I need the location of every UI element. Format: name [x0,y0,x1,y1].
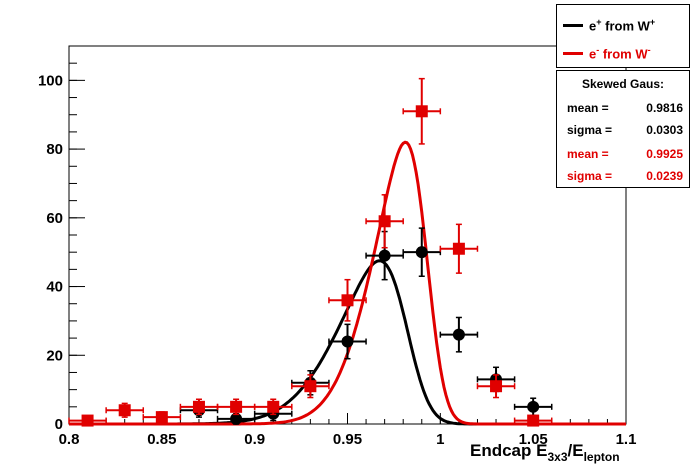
marker-circle [415,246,428,259]
data-point-positron [402,227,442,277]
x-axis-title: Endcap E3x3/Elepton [470,441,620,464]
x-tick-label: 0.85 [147,431,176,448]
y-tick-label: 0 [55,416,63,433]
data-point-positron [328,323,367,360]
legend: e+ from W+ e- from W- [556,4,690,68]
legend-label-electron: e- from W- [589,45,651,62]
data-points [68,77,553,427]
data-point-electron [142,411,182,424]
y-tick-label: 60 [46,210,63,227]
legend-label-positron: e+ from W+ [589,17,656,34]
data-point-electron [439,223,479,274]
data-point-electron [402,77,442,145]
y-tick-label: 40 [46,279,63,296]
x-tick-label: 0.9 [244,431,265,448]
marker-square [304,380,317,393]
marker-square [378,215,391,228]
data-point-electron [513,414,553,427]
marker-square [81,414,94,427]
stats-value: 0.0303 [646,123,683,137]
marker-square [490,380,503,393]
legend-entry-positron: e+ from W+ [557,15,691,35]
stats-row-mean-positron: mean = 0.9816 [557,101,689,117]
marker-square [527,414,540,427]
marker-circle [230,412,243,425]
data-point-electron [291,374,330,399]
marker-circle [378,249,391,262]
data-point-electron [476,374,516,399]
y-tick-label: 80 [46,141,63,158]
legend-entry-electron: e- from W- [557,43,691,63]
data-point-positron [439,316,479,353]
legend-line-red [563,52,583,55]
x-tick-label: 0.8 [59,431,80,448]
stats-label: mean = [567,147,609,161]
marker-square [452,242,465,255]
data-point-electron [105,402,145,418]
marker-square [415,105,428,118]
data-point-electron [216,398,256,416]
stats-label: sigma = [567,169,613,183]
marker-square [230,400,243,413]
data-point-electron [365,194,404,249]
data-point-electron [179,398,219,416]
stats-value: 0.0239 [646,169,683,183]
stats-label: sigma = [567,123,613,137]
stats-title: Skewed Gaus: [581,77,665,91]
marker-square [267,400,280,413]
stats-row-mean-electron: mean = 0.9925 [557,147,689,163]
y-tick-label: 100 [38,72,63,89]
marker-square [118,404,131,417]
x-tick-label: 0.95 [333,431,362,448]
data-point-positron [216,412,256,425]
x-tick-label: 1.05 [519,431,548,448]
marker-circle [341,335,354,348]
stats-value: 0.9816 [646,101,683,115]
marker-square [155,411,168,424]
stats-value: 0.9925 [646,147,683,161]
stats-row-sigma-positron: sigma = 0.0303 [557,123,689,139]
data-point-electron [68,414,107,427]
axes: 0.8 0.85 0.9 0.95 1 1.05 1.1 0 20 40 60 80 100 [38,45,637,448]
fit-stats-box: Skewed Gaus: mean = 0.9816 sigma = 0.030… [556,70,690,188]
legend-line-black [563,24,583,27]
x-tick-label: 1 [436,431,444,448]
plot-frame [68,45,627,425]
data-point-electron [328,278,367,322]
y-tick-label: 20 [46,347,63,364]
x-tick-label: 1.1 [616,431,637,448]
marker-square [192,400,205,413]
data-point-positron [513,397,553,417]
stats-label: mean = [567,101,609,115]
stats-row-sigma-electron: sigma = 0.0239 [557,169,689,185]
data-point-electron [253,398,293,416]
marker-circle [527,400,540,413]
marker-square [341,294,354,307]
marker-circle [452,328,465,341]
